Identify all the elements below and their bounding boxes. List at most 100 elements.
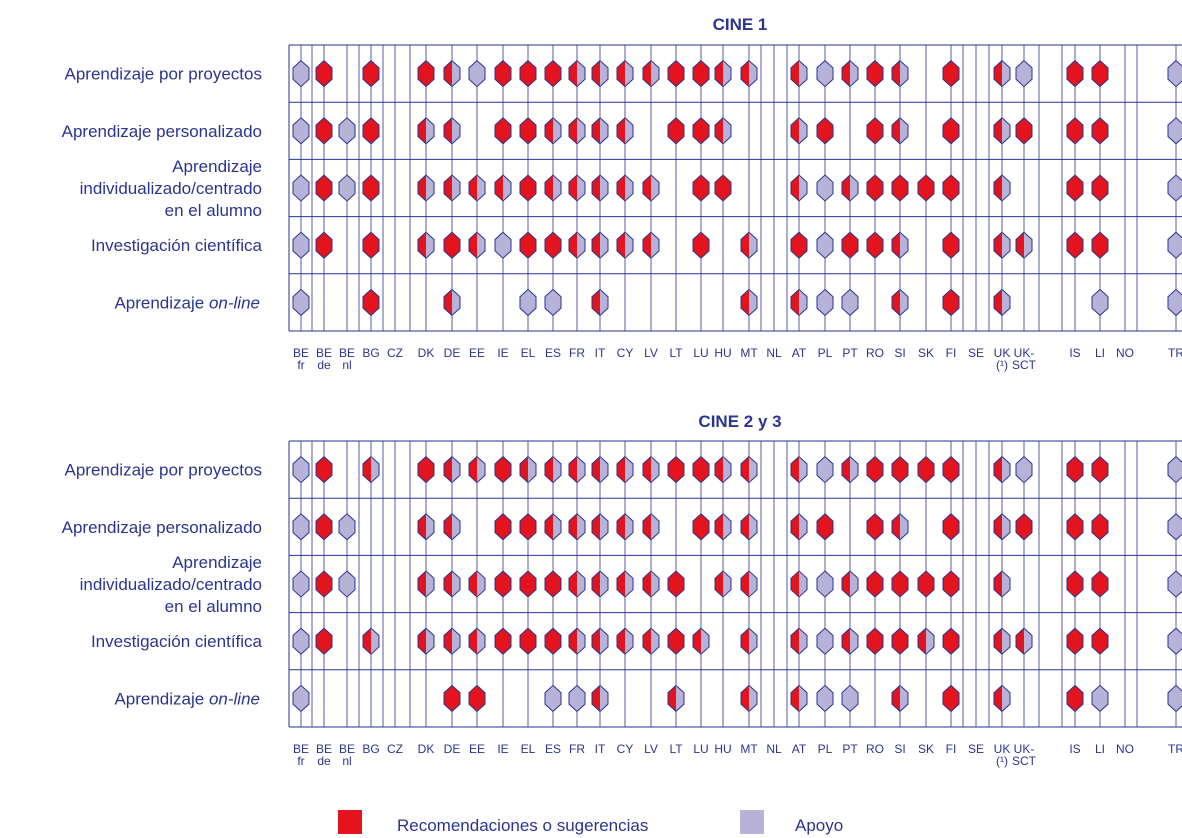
row-label: Aprendizaje xyxy=(172,157,262,176)
marker-recommendation xyxy=(692,231,710,259)
marker-half xyxy=(362,455,380,484)
country-label: TR xyxy=(1168,346,1182,360)
marker-half xyxy=(616,59,634,88)
marker-recommendation xyxy=(667,570,685,598)
marker-half xyxy=(544,174,562,202)
row-label: Aprendizaje xyxy=(172,553,262,572)
marker-half xyxy=(790,627,808,655)
marker-recommendation xyxy=(714,174,732,202)
marker-half xyxy=(993,117,1011,145)
marker-recommendation xyxy=(315,455,333,484)
marker-recommendation xyxy=(1066,59,1084,88)
marker-half xyxy=(494,174,512,202)
marker-half xyxy=(642,59,660,88)
marker-recommendation xyxy=(494,117,512,145)
marker-half xyxy=(891,288,909,317)
marker-half xyxy=(443,59,461,88)
row-label: en el alumno xyxy=(165,201,262,220)
marker-recommendation xyxy=(519,570,537,598)
country-label: BE xyxy=(339,346,355,360)
marker-support xyxy=(519,288,537,317)
marker-half xyxy=(568,455,586,484)
marker-recommendation xyxy=(519,59,537,88)
country-label: FI xyxy=(946,742,957,756)
marker-recommendation xyxy=(942,627,960,655)
country-label: LU xyxy=(693,742,708,756)
marker-recommendation xyxy=(315,59,333,88)
marker-recommendation xyxy=(1066,117,1084,145)
country-label: NL xyxy=(766,346,782,360)
marker-support xyxy=(292,59,310,88)
marker-half xyxy=(714,513,732,541)
panel-2: CINE 2 y 3 Aprendizaje por proyectos Apren… xyxy=(62,412,1182,768)
marker-recommendation xyxy=(362,59,380,88)
marker-half xyxy=(616,174,634,202)
marker-support xyxy=(292,174,310,202)
country-label: AT xyxy=(792,346,807,360)
marker-recommendation xyxy=(1091,231,1109,259)
marker-half xyxy=(362,627,380,655)
marker-recommendation xyxy=(1091,174,1109,202)
marker-recommendation xyxy=(362,288,380,317)
marker-recommendation xyxy=(1015,513,1033,541)
marker-half xyxy=(891,684,909,713)
marker-recommendation xyxy=(315,513,333,541)
marker-half xyxy=(667,684,685,713)
country-label: nl xyxy=(342,754,351,768)
country-label: LI xyxy=(1095,346,1105,360)
marker-support xyxy=(544,288,562,317)
marker-recommendation xyxy=(468,684,486,713)
panel-1: CINE 1 Aprendizaje por proyectos Aprendiza… xyxy=(62,15,1182,372)
legend: Recomendaciones o sugerencias Apoyo xyxy=(338,810,843,835)
row-label: Investigación científica xyxy=(91,632,263,651)
country-label: AT xyxy=(792,742,807,756)
marker-recommendation xyxy=(1015,117,1033,145)
marker-half xyxy=(790,513,808,541)
marker-half xyxy=(568,570,586,598)
marker-half xyxy=(993,627,1011,655)
marker-recommendation xyxy=(942,684,960,713)
marker-recommendation xyxy=(315,174,333,202)
marker-support xyxy=(1167,455,1182,484)
country-label: NL xyxy=(766,742,782,756)
country-label: PL xyxy=(818,346,833,360)
marker-support xyxy=(1015,59,1033,88)
marker-recommendation xyxy=(1066,627,1084,655)
marker-support xyxy=(494,231,512,259)
marker-half xyxy=(891,117,909,145)
marker-recommendation xyxy=(841,231,859,259)
marker-support xyxy=(1167,513,1182,541)
row-label: individualizado/centrado xyxy=(80,179,262,198)
marker-support xyxy=(292,570,310,598)
marker-half xyxy=(616,627,634,655)
marker-recommendation xyxy=(866,455,884,484)
marker-support xyxy=(1167,627,1182,655)
marker-recommendation xyxy=(667,117,685,145)
country-label: BE xyxy=(339,742,355,756)
country-label: de xyxy=(317,754,331,768)
marker-recommendation xyxy=(866,117,884,145)
country-label: nl xyxy=(342,358,351,372)
country-label: FR xyxy=(569,742,585,756)
country-label: PT xyxy=(842,346,858,360)
marker-half xyxy=(841,59,859,88)
marker-half xyxy=(714,570,732,598)
marker-half xyxy=(591,570,609,598)
marker-support xyxy=(1167,288,1182,317)
marker-half xyxy=(740,684,758,713)
marker-half xyxy=(740,231,758,259)
marker-recommendation xyxy=(544,627,562,655)
marker-recommendation xyxy=(942,288,960,317)
marker-recommendation xyxy=(443,684,461,713)
marker-recommendation xyxy=(1066,570,1084,598)
marker-recommendation xyxy=(315,627,333,655)
row-label: Investigación científica xyxy=(91,236,263,255)
marker-support xyxy=(816,231,834,259)
country-label: (¹) xyxy=(996,358,1008,372)
marker-half xyxy=(417,627,435,655)
chart-panels: CINE 1 Aprendizaje por proyectos Aprendiza… xyxy=(62,15,1182,768)
country-label: SK xyxy=(918,742,934,756)
marker-half xyxy=(443,627,461,655)
marker-recommendation xyxy=(816,513,834,541)
marker-support xyxy=(1167,117,1182,145)
